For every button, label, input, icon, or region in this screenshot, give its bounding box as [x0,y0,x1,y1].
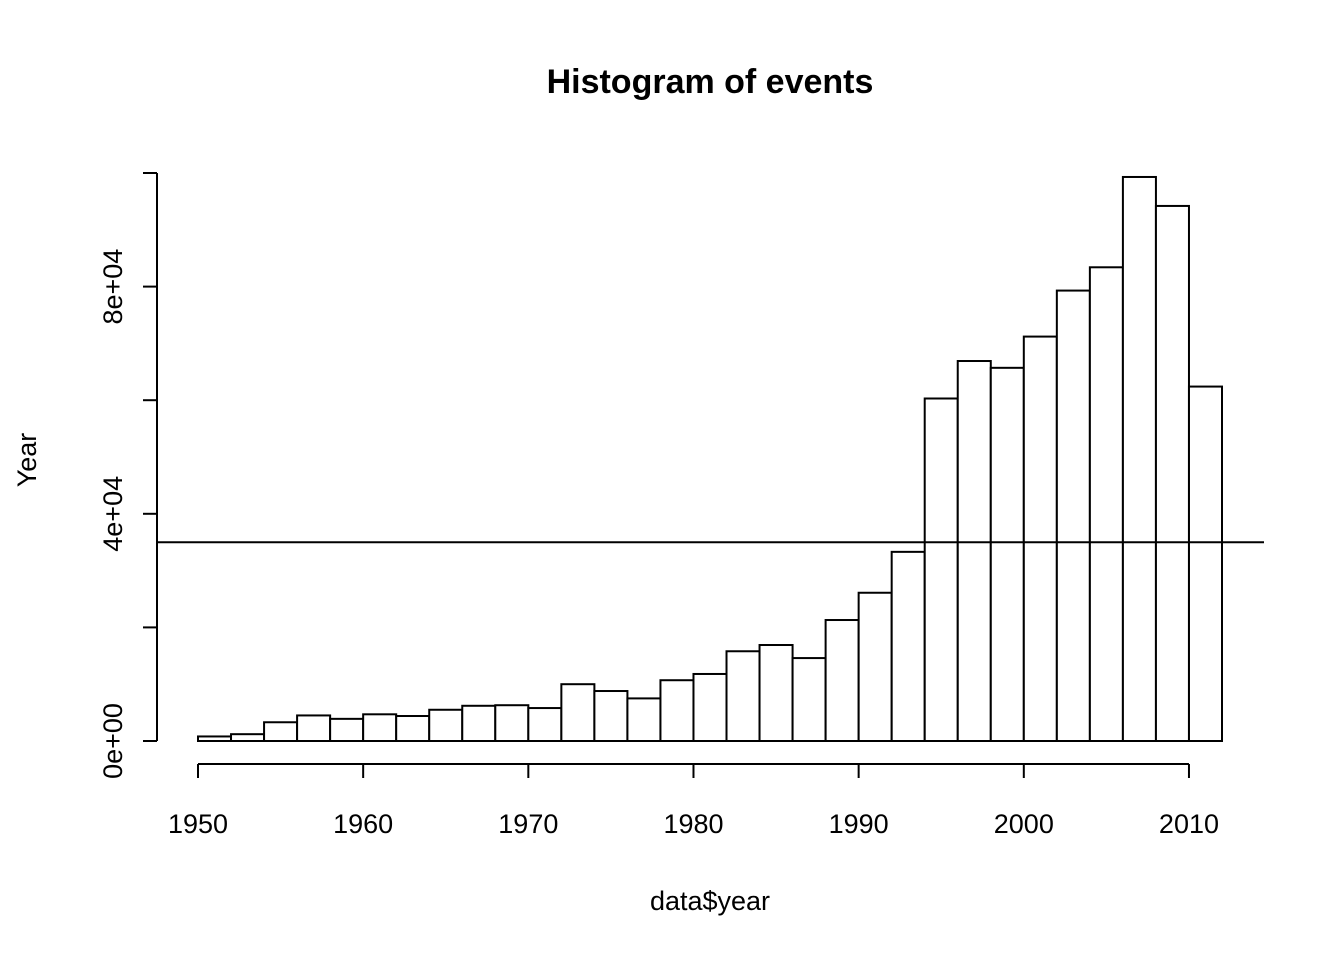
histogram-bar [494,704,530,743]
x-axis-label: data$year [650,886,770,916]
y-axis: 0e+00 4e+04 8e+04 [98,172,158,779]
histogram-bar [1154,204,1190,743]
histogram-bar [593,690,629,742]
bars-group [197,175,1224,743]
histogram-bar [791,657,827,743]
histogram-bar [725,650,761,742]
histogram-bar [824,619,860,742]
histogram-bar [230,733,266,743]
x-tick-label: 1950 [168,809,228,839]
histogram-bar [1121,175,1157,742]
histogram-bar [626,697,662,743]
histogram-bar [428,708,464,743]
x-tick-label: 2000 [994,809,1054,839]
histogram-bar [296,714,332,743]
histogram-bar [890,550,926,743]
y-tick-label: 0e+00 [98,703,128,779]
x-tick-label: 1960 [333,809,393,839]
histogram-bar [989,366,1025,742]
histogram-bar [1055,289,1091,742]
x-tick-label: 1980 [663,809,723,839]
histogram-bar [758,644,794,742]
histogram-bar [560,683,596,743]
x-tick-label: 1990 [829,809,889,839]
histogram-bar [263,721,299,742]
histogram-bar [461,704,497,742]
y-tick-label: 8e+04 [98,249,128,325]
histogram-bar [527,707,563,743]
histogram-bar [395,715,431,742]
histogram-bar [362,713,398,743]
histogram-bar [197,735,233,742]
histogram-bar [692,672,728,743]
histogram-bar [1187,385,1224,742]
histogram-bar [329,717,365,743]
y-axis-label: Year [12,433,42,488]
histogram-bar [659,679,695,742]
histogram-bar [1088,266,1124,742]
histogram-bar [1022,335,1058,742]
chart-title: Histogram of events [547,63,874,101]
histogram-bar [923,397,959,742]
x-tick-label: 1970 [498,809,558,839]
x-tick-label: 2010 [1159,809,1219,839]
y-tick-label: 4e+04 [98,476,128,552]
histogram-bar [857,591,893,743]
x-axis: 1950 1960 1970 1980 1990 2000 2010 [168,763,1219,839]
histogram-bar [956,360,992,742]
